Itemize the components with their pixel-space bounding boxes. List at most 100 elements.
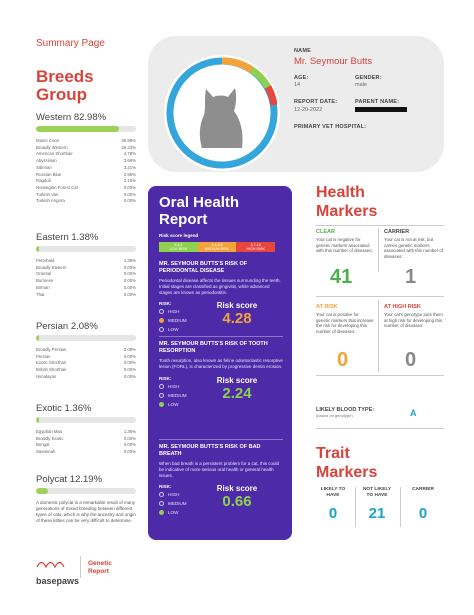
breed-percent: 36.98% — [121, 138, 136, 143]
genetic-text: Genetic — [88, 560, 112, 567]
risk-option-low: LOW — [159, 510, 207, 516]
divider — [316, 296, 444, 297]
breed-row: Egyptian Mau 1.36% — [36, 429, 136, 436]
redacted-parent-name — [355, 107, 407, 112]
at-risk-label: AT RISK — [316, 304, 338, 310]
clear-marker: CLEAR Your cat is negative for genetic m… — [316, 229, 374, 254]
risk-option-low: LOW — [159, 401, 207, 407]
group-title: Western 82.98% — [36, 112, 107, 123]
breed-name: American Shorthair — [36, 151, 73, 157]
breed-percent: 3.21% — [123, 164, 136, 170]
age-label: AGE: — [294, 75, 309, 81]
blood-type-block: LIKELY BLOOD TYPE: (based on genotype) — [316, 407, 374, 418]
breed-row: Norwegian Forest Cat 0.00% — [36, 185, 136, 192]
blood-type-sub: (based on genotype) — [316, 413, 353, 418]
high-risk-count: 0 — [405, 349, 417, 371]
breed-percent: 0.00% — [123, 278, 136, 284]
breed-name: Peterbald — [36, 258, 55, 263]
eastern-group: Eastern 1.38% Peterbald 1.38% Broadly East… — [36, 232, 136, 298]
breed-percent: 0.00% — [123, 360, 136, 366]
radio-selected-icon — [159, 510, 164, 516]
breed-percent: 2.95% — [123, 171, 136, 177]
risk-score-label: Risk score — [216, 484, 258, 494]
breed-row: Exotic Shorthair 0.00% — [36, 360, 136, 367]
breed-name: Broadly Exotic — [36, 435, 64, 441]
breed-percent: 0.00% — [123, 373, 136, 379]
risk-label: RISK: — [159, 375, 172, 381]
risk-label: RISK: — [159, 484, 172, 490]
breed-row: Bengal 0.00% — [36, 442, 136, 449]
section-description: Tooth resorption, also known as feline o… — [159, 358, 283, 369]
group-title: Exotic 1.36% — [36, 403, 92, 414]
name-label: NAME — [294, 48, 311, 54]
breed-list: Egyptian Mau 1.36% Broadly Exotic 0.00% Beng… — [36, 429, 136, 456]
breed-name: Savannah — [36, 449, 56, 455]
breed-list: Broadly Persian 2.08% Persian 0.00% Exotic S… — [36, 347, 136, 381]
breed-percent: 1.38% — [123, 258, 136, 263]
breed-row: Turkish Van 0.00% — [36, 192, 136, 199]
age-value: 14 — [294, 82, 301, 88]
parent-name-label: PARENT NAME: — [355, 99, 400, 105]
breed-percent: 0.00% — [123, 367, 136, 373]
breed-name: Exotic Shorthair — [36, 360, 67, 366]
radio-icon — [159, 501, 164, 507]
not-likely-label: NOT LIKELY TO HAVE — [362, 487, 392, 498]
breed-row: Savannah 0.00% — [36, 449, 136, 456]
breed-name: Egyptian Mau — [36, 429, 63, 434]
breed-percent: 2.15% — [123, 178, 136, 184]
breed-percent: 2.08% — [123, 347, 136, 352]
breed-list: Maine Coon 36.98% Broadly Western 29.23% Ame… — [36, 138, 136, 205]
section-description: Periodontal disease affects the tissues … — [159, 278, 281, 295]
basepaws-logo: basepaws — [36, 556, 79, 586]
vet-hospital-label: PRIMARY VET HOSPITAL: — [294, 124, 367, 130]
western-group: Western 82.98% Maine Coon 36.98% Broadly W… — [36, 112, 136, 205]
radio-selected-icon — [159, 401, 164, 407]
risk-option-medium: MEDIUM — [159, 318, 207, 324]
breed-name: Broadly Western — [36, 144, 68, 150]
breed-row: Ragdoll 2.15% — [36, 178, 136, 185]
breed-row: Birman 0.00% — [36, 285, 136, 292]
gender-value: male — [355, 82, 367, 88]
high-risk-marker: AT HIGH RISK Your cat's genotype puts th… — [384, 304, 444, 329]
trait-title-line2: Markers — [316, 464, 378, 481]
progress-bar — [36, 126, 136, 132]
breed-name: Himalayan — [36, 373, 57, 379]
breed-percent: 3.68% — [123, 158, 136, 164]
carrier-marker: CARRIER Your cat is not at risk, but car… — [384, 229, 444, 259]
breed-row: Turkish Angora 0.00% — [36, 198, 136, 205]
breed-row: Himalayan 0.00% — [36, 374, 136, 381]
blood-type-value: A — [410, 408, 417, 418]
polycat-description: A domestic polycat is a remarkable resul… — [36, 500, 136, 523]
breed-name: Russian Blue — [36, 171, 62, 177]
divider — [316, 225, 444, 226]
divider — [378, 228, 379, 272]
at-risk-description: Your cat is positive for genetic markers… — [316, 312, 374, 334]
breed-name: Oriental — [36, 271, 52, 277]
health-title-line1: Health — [316, 184, 365, 201]
radio-icon — [159, 492, 164, 498]
breed-name: British Shorthair — [36, 367, 67, 373]
radio-selected-icon — [159, 318, 164, 324]
risk-option-high: HIGH — [159, 492, 207, 498]
summary-page-link[interactable]: Summary Page — [36, 38, 105, 49]
breed-percent: 0.00% — [123, 291, 136, 297]
likely-count: 0 — [328, 505, 338, 522]
risk-option-medium: MEDIUM — [159, 501, 207, 507]
risk-score-label: Risk score — [216, 375, 258, 385]
breed-row: Persian 0.00% — [36, 354, 136, 361]
clear-count: 41 — [330, 266, 353, 288]
bad-breath-section: MR. SEYMOUR BUTTS'S RISK OF BAD BREATH W… — [159, 444, 283, 519]
breed-row: Peterbald 1.38% — [36, 258, 136, 265]
breed-percent: 4.78% — [123, 151, 136, 157]
breed-percent: 0.00% — [123, 284, 136, 290]
carrier-trait-count: 0 — [418, 505, 428, 522]
genetic-report-label: Genetic Report — [88, 560, 112, 576]
section-heading: MR. SEYMOUR BUTTS'S RISK OF BAD BREATH — [159, 444, 261, 457]
not-likely-count: 21 — [368, 505, 386, 522]
risk-legend: 0-3.3 LOW RISK 3.4-6.6 MEDIUM RISK 3.7-10 H… — [159, 242, 276, 253]
avatar — [164, 55, 280, 171]
high-risk-description: Your cat's genotype puts them at high ri… — [384, 312, 443, 329]
breed-name: Siberian — [36, 164, 52, 170]
divider — [355, 487, 356, 527]
at-risk-count: 0 — [337, 349, 349, 371]
